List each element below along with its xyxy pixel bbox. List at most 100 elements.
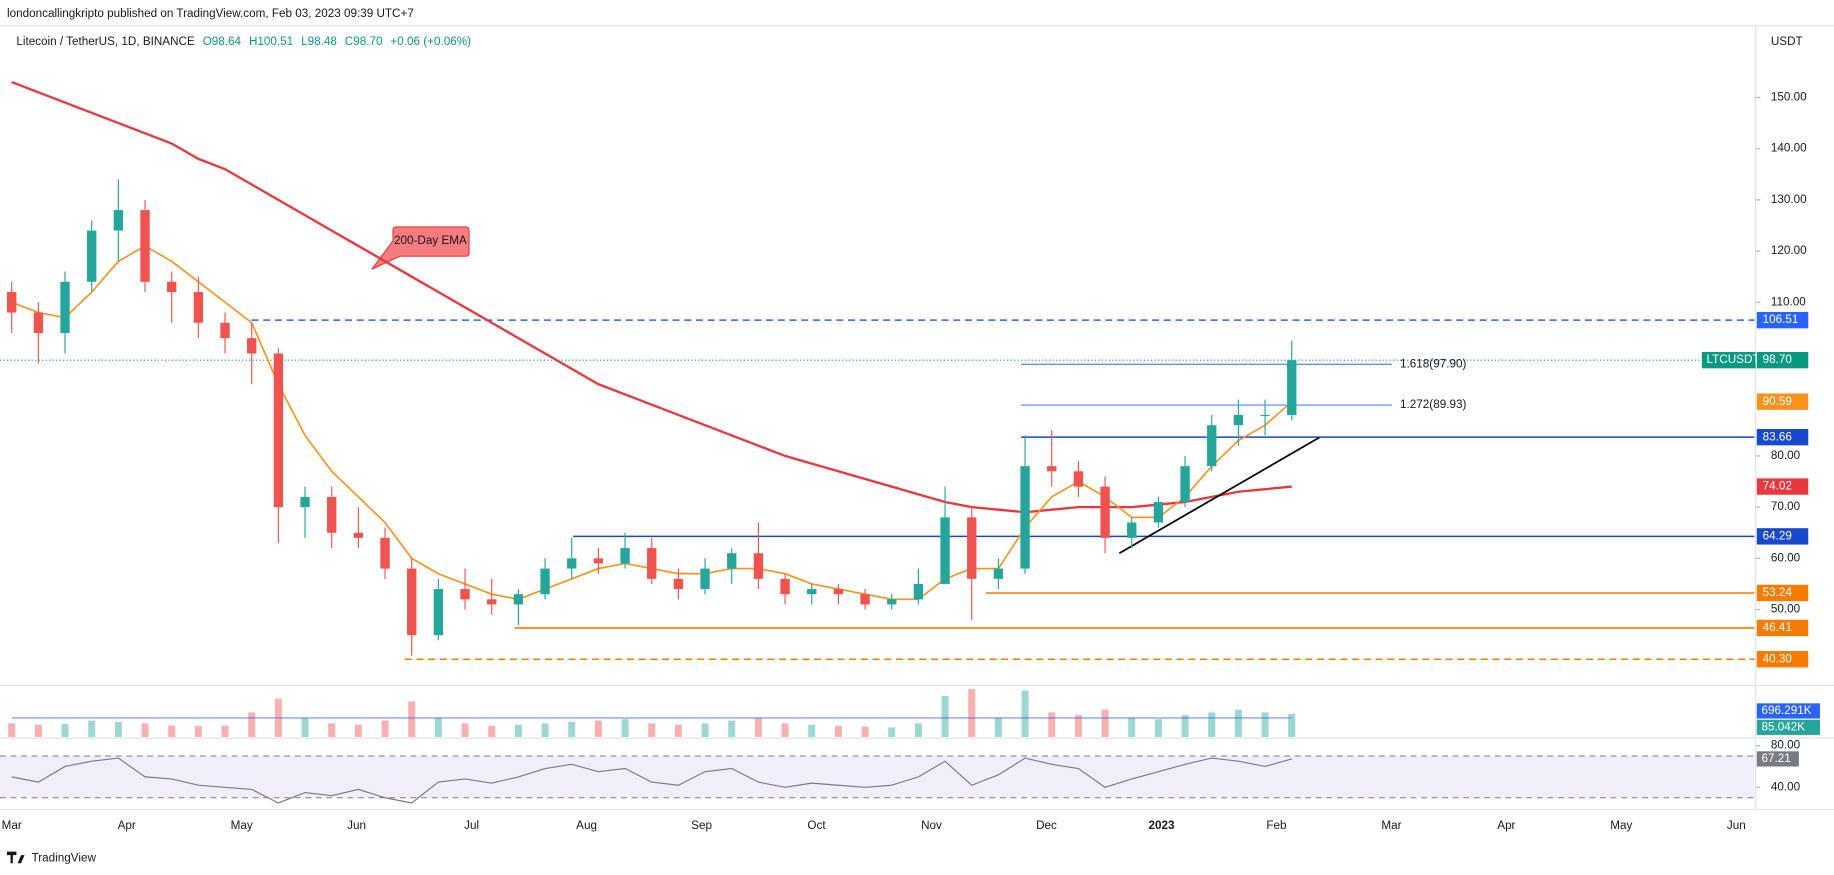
annotation: 200-Day EMA <box>371 226 470 270</box>
x-tick-label: Nov <box>921 819 942 832</box>
volume-bar <box>701 723 709 737</box>
x-tick-label: Apr <box>118 819 136 832</box>
trendline <box>1118 436 1320 554</box>
volume-bar <box>1048 712 1056 737</box>
symbol-line: Litecoin / TetherUS, 1D, BINANCE O98.64 … <box>16 35 471 48</box>
candle-body <box>380 537 390 569</box>
volume-bar <box>621 719 629 737</box>
candle-body <box>1020 466 1030 569</box>
volume-bar <box>461 723 469 737</box>
rsi-tick-label: 80.00 <box>1771 739 1801 752</box>
x-tick-label: Oct <box>807 819 826 832</box>
symbol: Litecoin / TetherUS, 1D, BINANCE <box>16 35 195 48</box>
y-tick-label: 150.00 <box>1771 91 1807 104</box>
ema200-line <box>11 80 1292 514</box>
price-tag-text: 98.70 <box>1763 353 1793 366</box>
x-tick-label: 2023 <box>1148 819 1174 832</box>
candle-body <box>60 281 70 334</box>
volume-bar <box>1288 713 1296 737</box>
candle-body <box>620 548 630 564</box>
x-tick-label: Sep <box>691 819 712 832</box>
candle-body <box>7 292 17 313</box>
volume-bar <box>61 723 69 737</box>
volume-bar <box>141 723 149 737</box>
rsi-line <box>11 757 1292 804</box>
ohlc-value: C98.70 <box>345 35 383 48</box>
currency: USDT <box>1771 35 1803 48</box>
ohlc-value: O98.64 <box>203 35 242 48</box>
volume-bar <box>1021 690 1029 737</box>
rsi-tag-text: 67.21 <box>1761 752 1790 765</box>
volume-bar <box>328 723 336 737</box>
y-tick-label: 140.00 <box>1771 142 1807 155</box>
y-tick-label: 120.00 <box>1771 244 1807 257</box>
volume-bar <box>8 723 16 737</box>
level-tag: 40.30 <box>1756 651 1809 668</box>
volume-bar <box>728 720 736 737</box>
candle-body <box>487 599 497 605</box>
level-tag: 106.51 <box>1756 311 1809 329</box>
ohlc-value: L98.48 <box>301 35 337 48</box>
candle-body <box>593 558 604 564</box>
candle-body <box>860 594 870 605</box>
level-tag-box <box>1756 311 1809 329</box>
candle-body <box>940 517 950 584</box>
y-tick-label: 80.00 <box>1771 449 1801 462</box>
volume-bar <box>381 720 389 737</box>
volume-tag-text: 85.042K <box>1761 720 1805 733</box>
candle-body <box>407 568 417 636</box>
logo-icon <box>7 851 25 864</box>
candle-body <box>993 568 1004 579</box>
candle-body <box>807 589 817 595</box>
price-tag-box <box>1756 351 1809 369</box>
volume-bar <box>221 725 229 737</box>
volume-tag-box <box>1756 703 1820 719</box>
level-tag-text: 46.41 <box>1763 621 1792 634</box>
level-tag-box <box>1756 619 1809 637</box>
candle-body <box>433 589 444 636</box>
symbol-tag-text: LTCUSDT <box>1707 353 1760 366</box>
level-tag-box <box>1756 584 1809 602</box>
candle-body <box>887 599 897 605</box>
candle-body <box>967 517 977 579</box>
candle-body <box>113 210 124 231</box>
volume-bar <box>488 726 496 737</box>
candle-body <box>247 338 257 354</box>
volume-bar <box>1074 715 1082 737</box>
volume-tag-text: 696.291K <box>1761 704 1811 717</box>
ema20-tag-text: 90.59 <box>1763 395 1792 408</box>
volume-bar <box>168 725 176 737</box>
volume-bar <box>1154 719 1162 737</box>
volume-bar <box>1128 717 1136 737</box>
candle-body <box>1287 360 1297 415</box>
volume-bar <box>88 720 96 737</box>
candle-body <box>167 281 177 293</box>
candle-body <box>540 568 550 595</box>
candle-body <box>780 578 790 595</box>
level-tag-box <box>1756 651 1809 668</box>
level-tag: 64.29 <box>1756 528 1809 545</box>
y-tick-label: 70.00 <box>1771 500 1801 513</box>
fib-label: 1.272(89.93) <box>1400 398 1466 411</box>
volume-bar <box>434 717 442 737</box>
volume-bar <box>1208 712 1216 737</box>
candle-body <box>1207 425 1217 467</box>
candle-body <box>140 210 150 282</box>
level-tag-text: 64.29 <box>1763 529 1792 542</box>
candle-body <box>87 230 97 282</box>
volume-bar <box>674 724 682 737</box>
volume-bar <box>114 721 122 737</box>
ohlc-change: +0.06 (+0.06%) <box>390 35 471 48</box>
y-tick-label: 130.00 <box>1771 193 1807 206</box>
level-tag-text: 40.30 <box>1763 652 1793 665</box>
publish-info: londoncallingkripto published on Trading… <box>7 7 414 20</box>
volume-bar <box>301 717 309 737</box>
candle-body <box>727 553 737 569</box>
symbol-tag-box <box>1701 351 1756 369</box>
level-tag-text: 106.51 <box>1763 313 1799 326</box>
candle-body <box>220 322 230 339</box>
candle-body <box>1073 471 1084 487</box>
x-tick-label: Mar <box>2 819 22 832</box>
candle-body <box>700 568 710 590</box>
